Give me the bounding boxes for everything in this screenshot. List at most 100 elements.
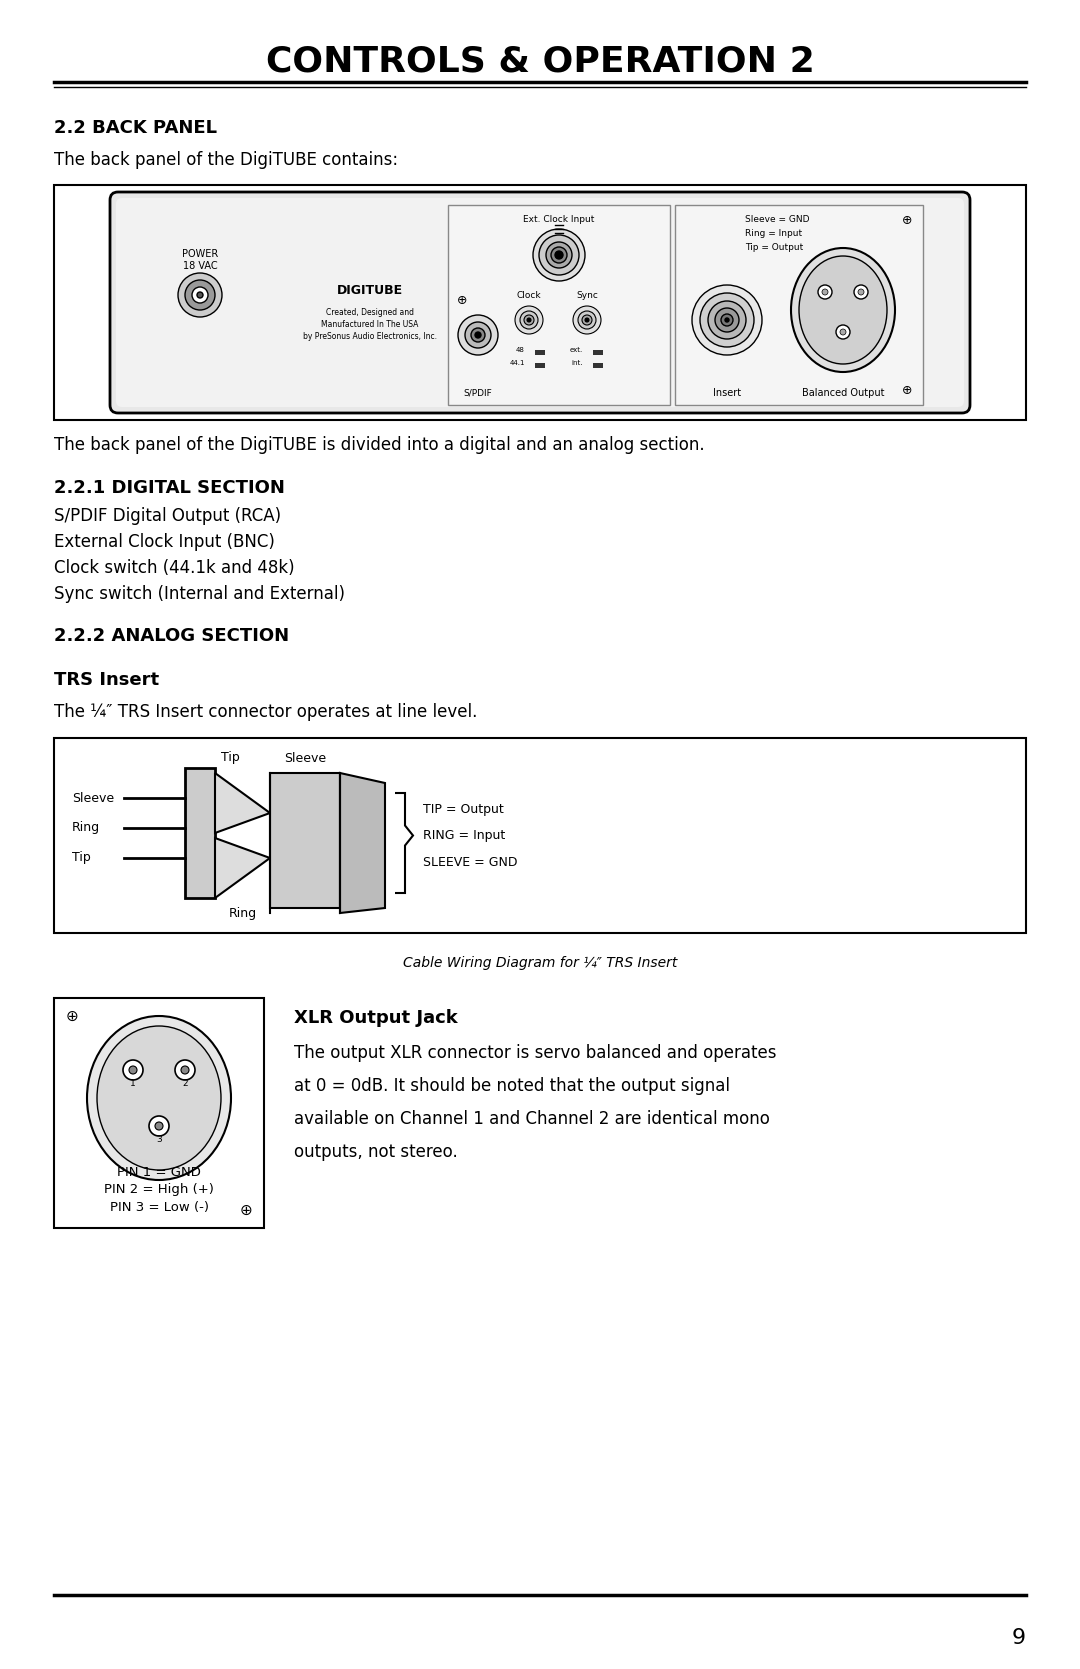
Text: S/PDIF Digital Output (RCA): S/PDIF Digital Output (RCA) bbox=[54, 507, 281, 526]
Text: CONTROLS & OPERATION 2: CONTROLS & OPERATION 2 bbox=[266, 45, 814, 78]
Text: Ext. Clock Input: Ext. Clock Input bbox=[524, 215, 595, 225]
Text: 2.2 BACK PANEL: 2.2 BACK PANEL bbox=[54, 118, 217, 137]
Ellipse shape bbox=[97, 1026, 221, 1170]
Circle shape bbox=[185, 280, 215, 310]
Text: 1: 1 bbox=[130, 1080, 136, 1088]
Circle shape bbox=[475, 332, 481, 339]
Circle shape bbox=[585, 319, 589, 322]
Text: ⊕: ⊕ bbox=[66, 1008, 79, 1023]
Text: Ring: Ring bbox=[229, 906, 257, 920]
Text: Insert: Insert bbox=[713, 387, 741, 397]
Ellipse shape bbox=[791, 249, 895, 372]
Text: ⊕: ⊕ bbox=[240, 1202, 253, 1217]
Text: The back panel of the DigiTUBE contains:: The back panel of the DigiTUBE contains: bbox=[54, 150, 399, 169]
Text: 2: 2 bbox=[183, 1080, 188, 1088]
Text: ext.: ext. bbox=[570, 347, 583, 354]
Text: The ¼″ TRS Insert connector operates at line level.: The ¼″ TRS Insert connector operates at … bbox=[54, 703, 477, 721]
Circle shape bbox=[156, 1122, 163, 1130]
Circle shape bbox=[534, 229, 585, 280]
Circle shape bbox=[551, 247, 567, 264]
Text: Ring: Ring bbox=[72, 821, 100, 834]
Bar bbox=[185, 768, 215, 898]
Circle shape bbox=[854, 285, 868, 299]
Text: Clock switch (44.1k and 48k): Clock switch (44.1k and 48k) bbox=[54, 559, 295, 577]
Text: 9: 9 bbox=[1012, 1627, 1026, 1647]
Text: Sleeve = GND: Sleeve = GND bbox=[745, 215, 810, 225]
Text: ⊕: ⊕ bbox=[457, 294, 468, 307]
Text: Clock: Clock bbox=[516, 290, 541, 299]
Text: RING = Input: RING = Input bbox=[423, 829, 505, 843]
Text: Balanced Output: Balanced Output bbox=[801, 387, 885, 397]
Text: outputs, not stereo.: outputs, not stereo. bbox=[294, 1143, 458, 1162]
Text: ⊕: ⊕ bbox=[902, 384, 913, 397]
Circle shape bbox=[178, 274, 222, 317]
Circle shape bbox=[818, 285, 832, 299]
Polygon shape bbox=[215, 838, 270, 898]
Text: ⊕: ⊕ bbox=[902, 214, 913, 227]
Circle shape bbox=[721, 314, 733, 325]
Circle shape bbox=[524, 315, 534, 325]
Circle shape bbox=[527, 319, 531, 322]
Text: at 0 = 0dB. It should be noted that the output signal: at 0 = 0dB. It should be noted that the … bbox=[294, 1077, 730, 1095]
Bar bbox=[535, 350, 545, 355]
Circle shape bbox=[725, 319, 729, 322]
Circle shape bbox=[692, 285, 762, 355]
FancyBboxPatch shape bbox=[54, 738, 1026, 933]
Text: Cable Wiring Diagram for ¼″ TRS Insert: Cable Wiring Diagram for ¼″ TRS Insert bbox=[403, 956, 677, 970]
Ellipse shape bbox=[87, 1016, 231, 1180]
Text: available on Channel 1 and Channel 2 are identical mono: available on Channel 1 and Channel 2 are… bbox=[294, 1110, 770, 1128]
Circle shape bbox=[519, 310, 538, 329]
FancyBboxPatch shape bbox=[675, 205, 923, 406]
Bar bbox=[593, 350, 603, 355]
Text: Sync: Sync bbox=[576, 290, 598, 299]
Text: 48: 48 bbox=[516, 347, 525, 354]
Text: The output XLR connector is servo balanced and operates: The output XLR connector is servo balanc… bbox=[294, 1045, 777, 1061]
Circle shape bbox=[123, 1060, 143, 1080]
Text: Created, Designed and
Manufactured In The USA
by PreSonus Audio Electronics, Inc: Created, Designed and Manufactured In Th… bbox=[303, 309, 437, 340]
Text: TIP = Output: TIP = Output bbox=[423, 803, 503, 816]
Polygon shape bbox=[340, 773, 384, 913]
Text: 2.2.2 ANALOG SECTION: 2.2.2 ANALOG SECTION bbox=[54, 628, 289, 644]
Bar bbox=[535, 362, 545, 367]
Text: Tip = Output: Tip = Output bbox=[745, 244, 804, 252]
Text: PIN 2 = High (+): PIN 2 = High (+) bbox=[104, 1183, 214, 1197]
Text: TRS Insert: TRS Insert bbox=[54, 671, 159, 689]
Circle shape bbox=[858, 289, 864, 295]
Circle shape bbox=[197, 292, 203, 299]
Circle shape bbox=[515, 305, 543, 334]
Circle shape bbox=[836, 325, 850, 339]
Text: 3: 3 bbox=[157, 1135, 162, 1145]
Text: External Clock Input (BNC): External Clock Input (BNC) bbox=[54, 532, 275, 551]
Ellipse shape bbox=[799, 255, 887, 364]
Circle shape bbox=[573, 305, 600, 334]
Circle shape bbox=[700, 294, 754, 347]
Text: XLR Output Jack: XLR Output Jack bbox=[294, 1010, 458, 1026]
FancyBboxPatch shape bbox=[54, 998, 264, 1228]
Text: 44.1: 44.1 bbox=[510, 361, 525, 366]
Text: Tip: Tip bbox=[220, 751, 240, 764]
Circle shape bbox=[582, 315, 592, 325]
Circle shape bbox=[471, 329, 485, 342]
Text: 2.2.1 DIGITAL SECTION: 2.2.1 DIGITAL SECTION bbox=[54, 479, 285, 497]
Text: Tip: Tip bbox=[72, 851, 91, 865]
Text: SLEEVE = GND: SLEEVE = GND bbox=[423, 856, 517, 868]
Text: int.: int. bbox=[571, 361, 583, 366]
Circle shape bbox=[129, 1066, 137, 1073]
Circle shape bbox=[539, 235, 579, 275]
FancyBboxPatch shape bbox=[116, 199, 964, 407]
Text: Sleeve: Sleeve bbox=[284, 751, 326, 764]
Text: Sleeve: Sleeve bbox=[72, 791, 114, 804]
Polygon shape bbox=[215, 773, 270, 833]
Text: Ring = Input: Ring = Input bbox=[745, 230, 802, 239]
Text: DIGITUBE: DIGITUBE bbox=[337, 284, 403, 297]
Text: POWER
18 VAC: POWER 18 VAC bbox=[181, 249, 218, 270]
Circle shape bbox=[546, 242, 572, 269]
Circle shape bbox=[840, 329, 846, 335]
Circle shape bbox=[175, 1060, 195, 1080]
Text: PIN 1 = GND: PIN 1 = GND bbox=[117, 1167, 201, 1180]
Circle shape bbox=[715, 309, 739, 332]
Circle shape bbox=[822, 289, 828, 295]
Bar bbox=[593, 362, 603, 367]
Circle shape bbox=[458, 315, 498, 355]
Text: S/PDIF: S/PDIF bbox=[463, 389, 492, 397]
